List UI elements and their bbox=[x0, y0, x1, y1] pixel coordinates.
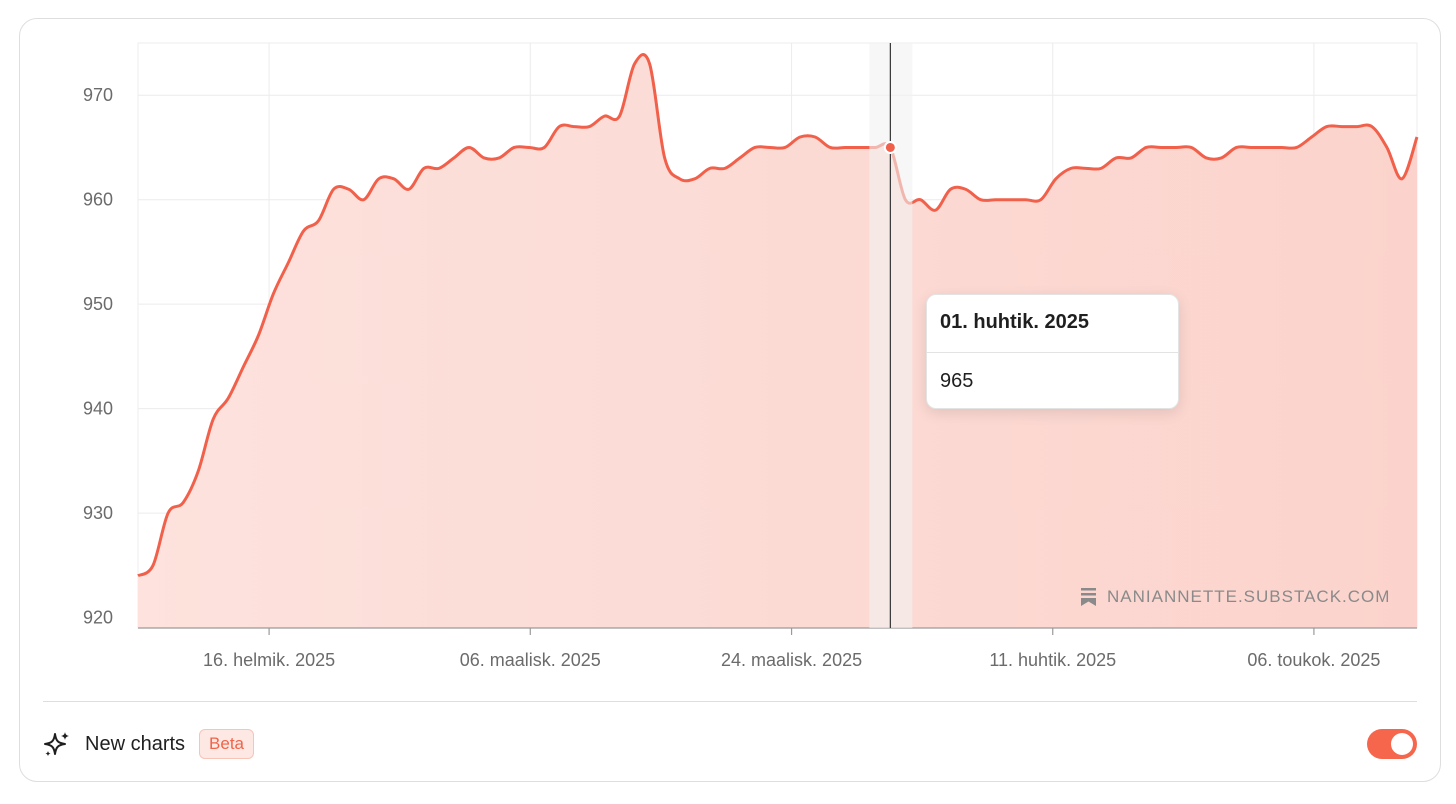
y-tick-label: 930 bbox=[83, 503, 113, 523]
line-chart[interactable]: 920 930 940 950 960 970 16. helmik. 2025 06. ma… bbox=[0, 0, 1456, 700]
y-tick-label: 970 bbox=[83, 85, 113, 105]
beta-badge: Beta bbox=[199, 729, 255, 759]
toggle-knob bbox=[1391, 733, 1413, 755]
y-tick-label: 950 bbox=[83, 294, 113, 314]
x-tick-label: 11. huhtik. 2025 bbox=[989, 650, 1116, 670]
area-fill bbox=[138, 54, 1417, 629]
watermark: NANIANNETTE.SUBSTACK.COM bbox=[1080, 586, 1390, 608]
series-line bbox=[137, 53, 1419, 578]
tooltip-divider bbox=[927, 352, 1178, 353]
tooltip-date: 01. huhtik. 2025 bbox=[940, 311, 1089, 333]
tooltip: 01. huhtik. 2025 965 bbox=[926, 294, 1179, 409]
new-charts-row: New charts Beta bbox=[43, 728, 255, 760]
sparkles-icon bbox=[44, 732, 69, 757]
y-tick-label: 920 bbox=[83, 608, 113, 628]
x-tick-label: 16. helmik. 2025 bbox=[203, 650, 335, 670]
x-tick-label: 06. maalisk. 2025 bbox=[460, 650, 601, 670]
hover-layer bbox=[869, 43, 913, 628]
footer-divider bbox=[43, 701, 1417, 702]
area-layer bbox=[137, 53, 1419, 629]
axes: 920 930 940 950 960 970 16. helmik. 2025 06. ma… bbox=[83, 85, 1417, 670]
y-tick-label: 960 bbox=[83, 190, 113, 210]
new-charts-label: New charts bbox=[85, 732, 186, 755]
watermark-text: NANIANNETTE.SUBSTACK.COM bbox=[1107, 587, 1391, 606]
y-tick-label: 940 bbox=[83, 399, 113, 419]
substack-icon bbox=[1081, 588, 1096, 606]
tooltip-value: 965 bbox=[940, 370, 974, 392]
x-tick-label: 24. maalisk. 2025 bbox=[721, 650, 862, 670]
new-charts-toggle[interactable] bbox=[1367, 729, 1417, 759]
x-tick-label: 06. toukok. 2025 bbox=[1247, 650, 1380, 670]
highlight-point bbox=[883, 140, 897, 154]
